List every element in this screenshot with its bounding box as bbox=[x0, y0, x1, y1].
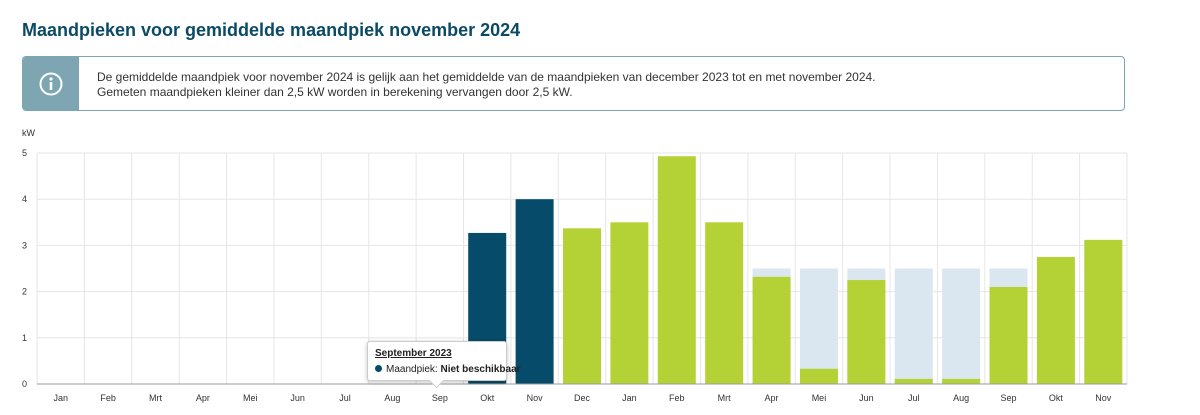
bar bbox=[1084, 239, 1123, 384]
bar bbox=[610, 222, 649, 384]
y-tick-label: 5 bbox=[22, 148, 27, 158]
x-tick-label: Feb bbox=[100, 393, 116, 403]
x-tick-label: Apr bbox=[765, 393, 779, 403]
monthly-peaks-chart: 0 1 2 3 4 5 Jan Feb Mrt Apr Mei Jun Jul Aug Sep Okt Nov D… bbox=[22, 148, 1128, 403]
info-line-2: Gemeten maandpieken kleiner dan 2,5 kW w… bbox=[97, 85, 573, 99]
info-icon bbox=[39, 72, 63, 96]
x-tick-label: Dec bbox=[574, 393, 591, 403]
x-tick-label: Jul bbox=[339, 393, 351, 403]
bar bbox=[752, 276, 791, 384]
tooltip-value: Niet beschikbaar bbox=[440, 364, 521, 375]
x-tick-label: Sep bbox=[432, 393, 448, 403]
bar bbox=[705, 222, 744, 384]
info-text: De gemiddelde maandpiek voor november 20… bbox=[97, 70, 876, 100]
page-title: Maandpieken voor gemiddelde maandpiek no… bbox=[22, 20, 521, 40]
x-tick-label: Jan bbox=[53, 393, 68, 403]
bar bbox=[989, 286, 1028, 384]
bar bbox=[894, 378, 933, 384]
tooltip-label: Maandpiek: bbox=[386, 364, 438, 375]
info-box: De gemiddelde maandpiek voor november 20… bbox=[22, 56, 1125, 111]
bar bbox=[1036, 256, 1075, 384]
x-tick-label: Mrt bbox=[149, 393, 162, 403]
y-tick-label: 0 bbox=[22, 379, 27, 389]
bar bbox=[563, 228, 601, 384]
tooltip-title: September 2023 bbox=[375, 348, 452, 359]
x-tick-label: Jun bbox=[290, 393, 305, 403]
info-icon-panel bbox=[23, 57, 79, 110]
y-axis-unit-label: kW bbox=[22, 128, 35, 138]
info-line-1: De gemiddelde maandpiek voor november 20… bbox=[97, 70, 876, 84]
minimum-bar bbox=[894, 268, 933, 384]
bar bbox=[942, 378, 981, 384]
x-tick-label: Nov bbox=[527, 393, 544, 403]
y-tick-label: 2 bbox=[22, 287, 27, 297]
x-tick-label: Aug bbox=[384, 393, 400, 403]
bar bbox=[799, 368, 838, 384]
bar bbox=[515, 199, 554, 384]
bar bbox=[657, 156, 696, 384]
bar bbox=[847, 280, 886, 384]
y-tick-label: 1 bbox=[22, 333, 27, 343]
y-tick-label: 4 bbox=[22, 194, 27, 204]
y-tick-label: 3 bbox=[22, 240, 27, 250]
x-tick-label: Aug bbox=[953, 393, 969, 403]
x-tick-label: Mrt bbox=[718, 393, 731, 403]
x-tick-label: Feb bbox=[669, 393, 685, 403]
minimum-bar bbox=[942, 268, 981, 384]
x-tick-label: Jun bbox=[859, 393, 874, 403]
x-tick-label: Sep bbox=[1001, 393, 1017, 403]
x-tick-label: Apr bbox=[196, 393, 210, 403]
x-tick-label: Jul bbox=[908, 393, 920, 403]
minimum-bar bbox=[799, 268, 838, 384]
x-tick-label: Okt bbox=[1049, 393, 1064, 403]
x-tick-label: Mei bbox=[243, 393, 258, 403]
chart-tooltip: September 2023 Maandpiek: Niet beschikba… bbox=[367, 341, 521, 389]
tooltip-row: Maandpiek: Niet beschikbaar bbox=[375, 364, 521, 375]
x-tick-label: Okt bbox=[480, 393, 495, 403]
x-tick-label: Mei bbox=[812, 393, 827, 403]
tooltip-series-dot bbox=[375, 364, 382, 372]
x-tick-label: Nov bbox=[1095, 393, 1112, 403]
x-tick-label: Jan bbox=[622, 393, 637, 403]
